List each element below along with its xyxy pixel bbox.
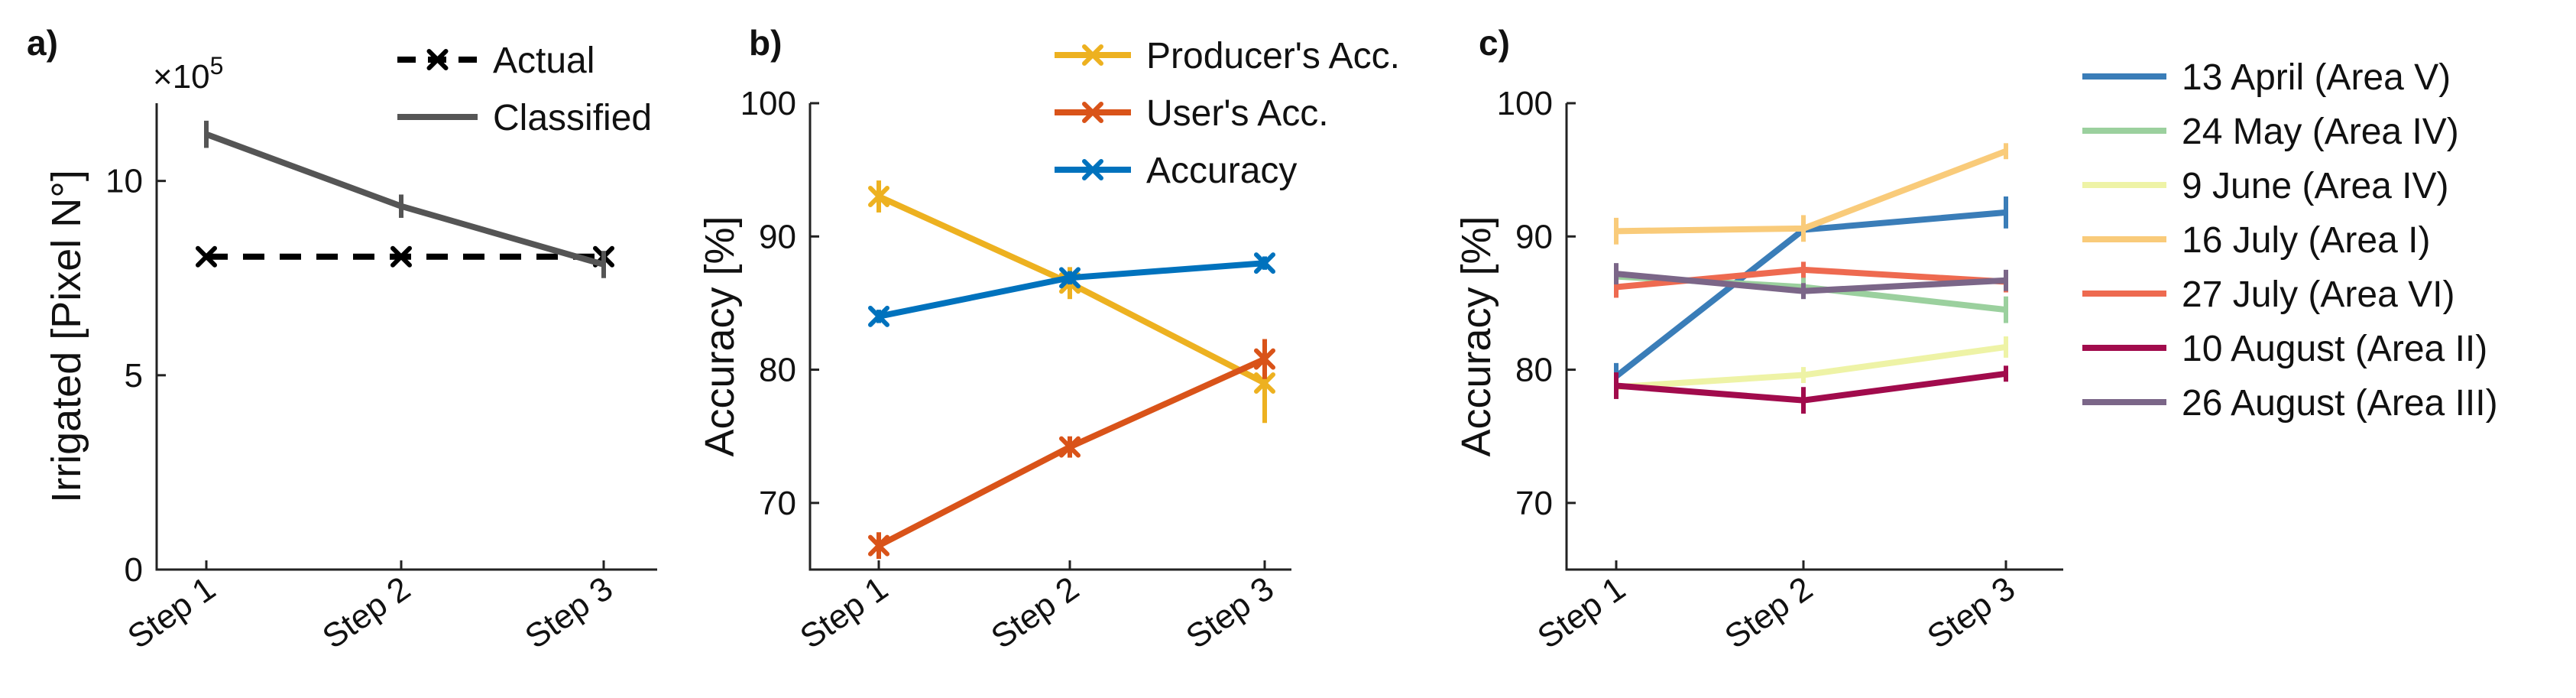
legend-entry: 13 April (Area V): [2182, 57, 2451, 98]
legend-marker: [1082, 159, 1103, 180]
series-6: [1614, 365, 2008, 414]
legend-marker: [1082, 44, 1103, 66]
y-axis-label: Accuracy [%]: [1453, 216, 1499, 456]
y-tick-label: 90: [759, 218, 796, 255]
data-point: [1254, 348, 1275, 370]
legend-entry: 9 June (Area IV): [2182, 166, 2449, 206]
series-2: [1614, 265, 2008, 323]
y-tick-label: 5: [125, 357, 143, 394]
y-tick-label: 80: [759, 352, 796, 389]
y-axis-label: Irrigated [Pixel N°]: [44, 170, 89, 503]
legend-entry: 10 August (Area II): [2182, 329, 2487, 369]
y-tick-label: 90: [1515, 218, 1553, 255]
data-point: [868, 534, 889, 557]
x-tick-label: Step 3: [518, 570, 619, 656]
y-tick-label: 70: [1515, 485, 1553, 522]
series-line: [1615, 370, 2007, 404]
panel-label: c): [1479, 23, 1510, 63]
series-line: [1614, 209, 2007, 379]
data-point: [1254, 372, 1275, 394]
data-point: [1059, 267, 1081, 289]
series-2: [204, 120, 606, 278]
axes-frame: [155, 103, 657, 571]
legend-entry: User's Acc.: [1146, 93, 1329, 134]
data-point: [390, 245, 412, 268]
legend-entry: 27 July (Area VI): [2182, 274, 2454, 315]
axes-frame: [808, 103, 1291, 571]
chart-panel-3: c) 70 80 90 100 Step 1 Step 2 Step 3 Accuracy [%…: [1453, 23, 2498, 656]
y-tick-label: 70: [759, 485, 796, 522]
y-tick-label: 100: [740, 85, 796, 122]
x-tick-label: Step 2: [984, 570, 1085, 656]
series-line: [205, 131, 605, 268]
legend-entry: 24 May (Area IV): [2182, 112, 2459, 152]
series-2: [868, 339, 1275, 560]
legend: Actual Classified: [397, 41, 652, 138]
legend-marker: [1082, 102, 1103, 123]
y-tick-label: 100: [1497, 85, 1553, 122]
series-1: [868, 180, 1275, 424]
y-tick-label: 0: [125, 551, 143, 589]
data-point: [868, 305, 889, 327]
x-tick-label: Step 1: [1531, 570, 1631, 656]
data-point: [1254, 252, 1275, 274]
legend-entry: 16 July (Area I): [2182, 220, 2430, 261]
x-tick-label: Step 3: [1920, 570, 2021, 656]
panel-label: a): [27, 23, 58, 63]
legend-entry: Producer's Acc.: [1146, 36, 1400, 76]
data-point: [1059, 436, 1081, 458]
axes-frame: [1565, 103, 2063, 571]
legend-entry: Accuracy: [1146, 151, 1297, 191]
data-point: [868, 186, 889, 207]
x-tick-label: Step 2: [1718, 570, 1819, 656]
x-tick-label: Step 1: [793, 570, 894, 656]
series-3: [1614, 336, 2008, 395]
data-point: [196, 245, 217, 268]
x-tick-label: Step 2: [316, 570, 416, 656]
y-axis-label: Accuracy [%]: [697, 216, 743, 456]
y-tick-label: 80: [1515, 352, 1553, 389]
legend-entry: 26 August (Area III): [2182, 383, 2498, 424]
chart-panel-2: b) 70 80 90 100 Step 1 Step 2 Step 3 Accuracy [%…: [697, 23, 1400, 656]
series-7: [1614, 263, 2008, 300]
series-3: [868, 252, 1275, 327]
legend: 13 April (Area V) 24 May (Area IV) 9 June …: [2082, 57, 2498, 424]
legend-marker: [426, 49, 449, 70]
legend-entry: Actual: [493, 41, 595, 81]
series-4: [1614, 143, 2008, 245]
y-tick-label: 10: [105, 163, 143, 200]
legend: Producer's Acc. User's Acc. Accuracy: [1055, 36, 1400, 191]
panel-label: b): [749, 23, 782, 63]
legend-entry: Classified: [493, 98, 652, 138]
axis-multiplier: ×105: [153, 52, 223, 96]
x-tick-label: Step 3: [1179, 570, 1280, 656]
